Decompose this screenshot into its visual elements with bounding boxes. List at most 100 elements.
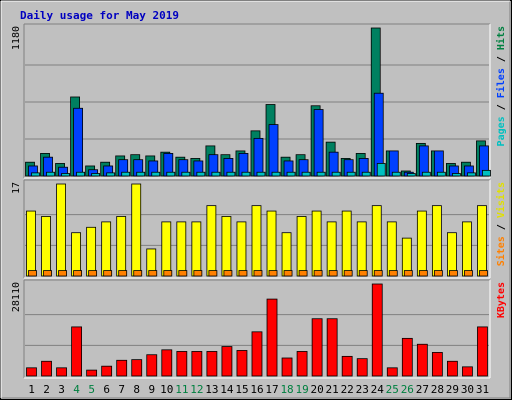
bar-sites-day-18 xyxy=(283,270,293,277)
bar-files-day-17 xyxy=(268,124,279,177)
x-tick-label: 3 xyxy=(58,383,65,396)
bar-visits-day-23 xyxy=(356,221,367,277)
bar-kbytes-day-17 xyxy=(266,298,278,377)
bar-sites-day-26 xyxy=(403,270,413,277)
bar-sites-day-31 xyxy=(479,270,488,277)
bar-files-day-20 xyxy=(313,109,324,177)
bar-pages-day-23 xyxy=(361,171,371,177)
x-tick-label: 29 xyxy=(446,383,459,396)
x-tick-label: 7 xyxy=(118,383,125,396)
bar-sites-day-3 xyxy=(58,270,67,277)
bar-pages-day-25 xyxy=(391,171,401,177)
bar-pages-day-7 xyxy=(121,171,131,177)
bar-visits-day-21 xyxy=(326,221,337,277)
legend-entry: Visits xyxy=(495,182,507,218)
x-tick-label: 23 xyxy=(356,383,369,396)
bar-kbytes-day-6 xyxy=(101,365,113,377)
bar-pages-day-12 xyxy=(196,171,206,177)
bar-sites-day-24 xyxy=(373,270,383,277)
bar-visits-day-18 xyxy=(281,232,292,277)
bar-kbytes-day-8 xyxy=(131,359,143,377)
bar-sites-day-4 xyxy=(73,270,82,277)
x-tick-label: 4 xyxy=(73,383,80,396)
bar-sites-day-5 xyxy=(88,270,98,277)
bar-pages-day-2 xyxy=(46,171,55,177)
bar-visits-day-22 xyxy=(341,210,352,277)
legend-entry: Sites xyxy=(495,236,507,266)
bar-kbytes-day-3 xyxy=(56,367,67,377)
bar-pages-day-24 xyxy=(376,163,386,177)
bar-pages-day-14 xyxy=(226,171,236,177)
bar-sites-day-17 xyxy=(268,270,278,277)
bar-kbytes-day-16 xyxy=(251,331,263,377)
x-tick-label: 15 xyxy=(235,383,248,396)
bar-visits-day-1 xyxy=(26,210,36,277)
x-tick-label: 18 xyxy=(280,383,293,396)
hits-y-max-label: 1180 xyxy=(11,26,22,50)
bar-kbytes-day-11 xyxy=(176,351,188,377)
bar-pages-day-6 xyxy=(106,172,116,177)
bar-sites-day-30 xyxy=(464,270,473,277)
bar-kbytes-day-23 xyxy=(356,358,368,377)
bar-visits-day-31 xyxy=(477,205,487,277)
bar-kbytes-day-26 xyxy=(401,337,413,377)
legend-entry: Hits xyxy=(495,26,507,50)
bar-sites-day-11 xyxy=(178,270,188,277)
bar-kbytes-day-30 xyxy=(462,366,473,377)
bar-pages-day-28 xyxy=(436,171,446,177)
bar-visits-day-16 xyxy=(251,205,262,277)
bar-visits-day-8 xyxy=(131,183,142,277)
x-tick-label: 17 xyxy=(265,383,278,396)
bar-visits-day-27 xyxy=(416,210,427,277)
bar-sites-day-8 xyxy=(133,270,143,277)
x-tick-label: 16 xyxy=(250,383,263,396)
visits-bars xyxy=(26,183,488,277)
bar-kbytes-day-25 xyxy=(386,367,398,377)
bar-sites-day-22 xyxy=(343,270,353,277)
bar-kbytes-day-24 xyxy=(371,283,383,377)
bar-visits-day-12 xyxy=(191,221,202,277)
kbytes-y-max-label: 28110 xyxy=(11,282,22,312)
x-tick-label: 28 xyxy=(431,383,444,396)
x-tick-label: 12 xyxy=(190,383,203,396)
bar-files-day-27 xyxy=(418,145,429,177)
bar-visits-day-11 xyxy=(176,221,187,277)
bar-kbytes-day-29 xyxy=(447,360,458,377)
x-tick-label: 10 xyxy=(160,383,173,396)
bar-kbytes-day-1 xyxy=(26,367,37,377)
hits-bars xyxy=(25,27,491,177)
bar-visits-day-20 xyxy=(311,210,322,277)
bar-pages-day-21 xyxy=(331,171,341,177)
bar-kbytes-day-19 xyxy=(296,351,308,377)
bar-pages-day-8 xyxy=(136,171,146,177)
bar-kbytes-day-18 xyxy=(281,357,293,377)
bar-kbytes-day-5 xyxy=(86,369,98,377)
bar-pages-day-4 xyxy=(76,171,85,177)
bar-pages-day-18 xyxy=(286,171,296,177)
bar-visits-day-13 xyxy=(206,205,217,277)
bar-visits-day-30 xyxy=(462,221,472,277)
bar-kbytes-day-7 xyxy=(116,359,128,377)
x-tick-label: 22 xyxy=(341,383,354,396)
bar-sites-day-14 xyxy=(223,270,233,277)
bar-sites-day-7 xyxy=(118,270,128,277)
bar-visits-day-4 xyxy=(71,232,81,277)
bar-kbytes-day-21 xyxy=(326,318,338,377)
bar-pages-day-11 xyxy=(181,171,191,177)
bar-sites-day-23 xyxy=(358,270,368,277)
bar-kbytes-day-4 xyxy=(71,326,82,377)
bar-pages-day-13 xyxy=(211,171,221,177)
bar-pages-day-15 xyxy=(241,171,251,177)
bar-kbytes-day-13 xyxy=(206,351,218,377)
bar-visits-day-19 xyxy=(296,216,307,277)
bar-sites-day-27 xyxy=(418,270,428,277)
kbytes-legend-label: KBytes xyxy=(496,282,507,318)
x-tick-label: 26 xyxy=(401,383,414,396)
bar-sites-day-29 xyxy=(449,270,458,277)
bar-visits-day-10 xyxy=(161,221,172,277)
legend-entry: Pages xyxy=(496,116,507,146)
bar-kbytes-day-14 xyxy=(221,346,233,377)
bar-pages-day-16 xyxy=(256,171,266,177)
bar-pages-day-22 xyxy=(346,171,356,177)
